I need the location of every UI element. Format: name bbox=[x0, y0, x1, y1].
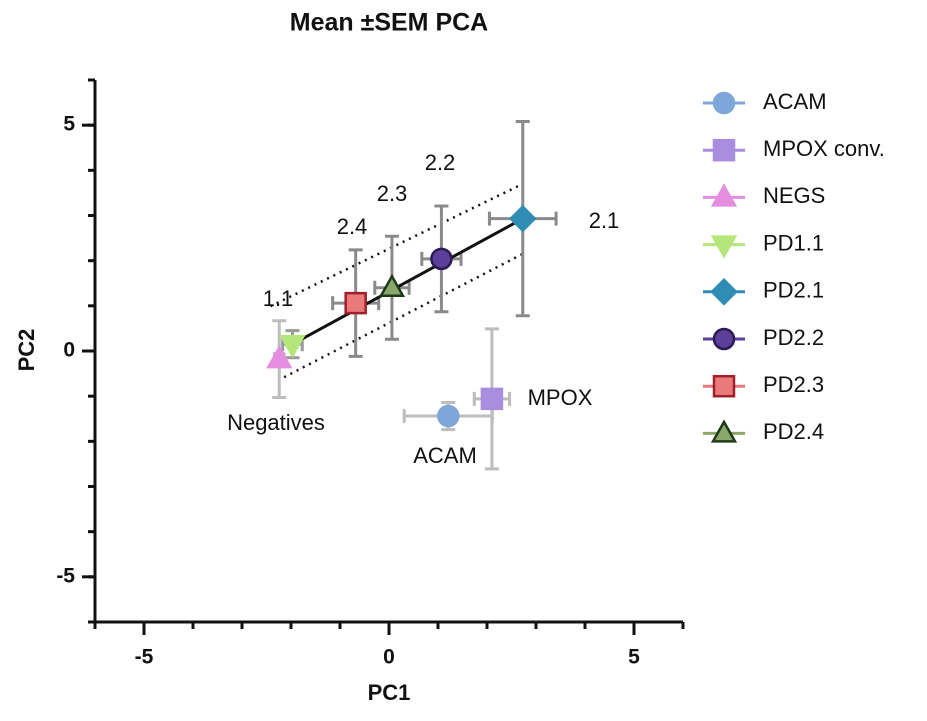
x-tick-label: -5 bbox=[135, 646, 154, 669]
y-tick-label: 0 bbox=[63, 339, 75, 362]
legend-marker bbox=[712, 374, 736, 398]
legend-label: MPOX conv. bbox=[763, 136, 885, 161]
point bbox=[509, 204, 537, 233]
x-tick-label: 5 bbox=[628, 646, 640, 669]
legend-marker bbox=[710, 278, 738, 306]
y-tick-label: 5 bbox=[63, 113, 75, 136]
x-tick-label: 0 bbox=[383, 646, 395, 669]
annotation: 1.1 bbox=[263, 286, 294, 311]
x-axis-label: PC1 bbox=[368, 680, 411, 705]
legend-label: NEGS bbox=[763, 183, 825, 208]
legend-marker bbox=[710, 183, 738, 207]
legend-label: PD2.4 bbox=[763, 419, 824, 444]
legend-marker bbox=[710, 419, 738, 443]
annotation: ACAM bbox=[413, 443, 477, 468]
legend-label: PD2.1 bbox=[763, 278, 824, 303]
chart-title: Mean ±SEM PCA bbox=[290, 9, 488, 37]
legend-label: PD2.2 bbox=[763, 325, 824, 350]
point bbox=[279, 334, 306, 359]
confidence-band bbox=[269, 182, 524, 308]
legend-label: ACAM bbox=[763, 89, 827, 114]
confidence-band bbox=[283, 252, 524, 379]
legend-marker bbox=[712, 327, 736, 351]
fit-line bbox=[291, 217, 524, 346]
legend-marker bbox=[712, 91, 736, 115]
y-axis-label: PC2 bbox=[14, 329, 39, 372]
annotation: Negatives bbox=[227, 410, 325, 435]
point bbox=[480, 387, 504, 411]
point bbox=[344, 291, 367, 315]
y-tick-label: -5 bbox=[56, 564, 75, 587]
legend-marker bbox=[712, 138, 736, 162]
point bbox=[437, 404, 460, 428]
legend-label: PD2.3 bbox=[763, 372, 824, 397]
annotation: 2.4 bbox=[337, 214, 368, 239]
annotation: 2.1 bbox=[589, 208, 620, 233]
legend-marker bbox=[710, 235, 738, 259]
legend-label: PD1.1 bbox=[763, 230, 824, 255]
annotation: MPOX bbox=[528, 385, 593, 410]
annotation: 2.3 bbox=[377, 181, 408, 206]
point bbox=[266, 345, 293, 369]
point bbox=[430, 247, 453, 271]
annotation: 2.2 bbox=[425, 150, 456, 175]
point bbox=[378, 273, 406, 298]
